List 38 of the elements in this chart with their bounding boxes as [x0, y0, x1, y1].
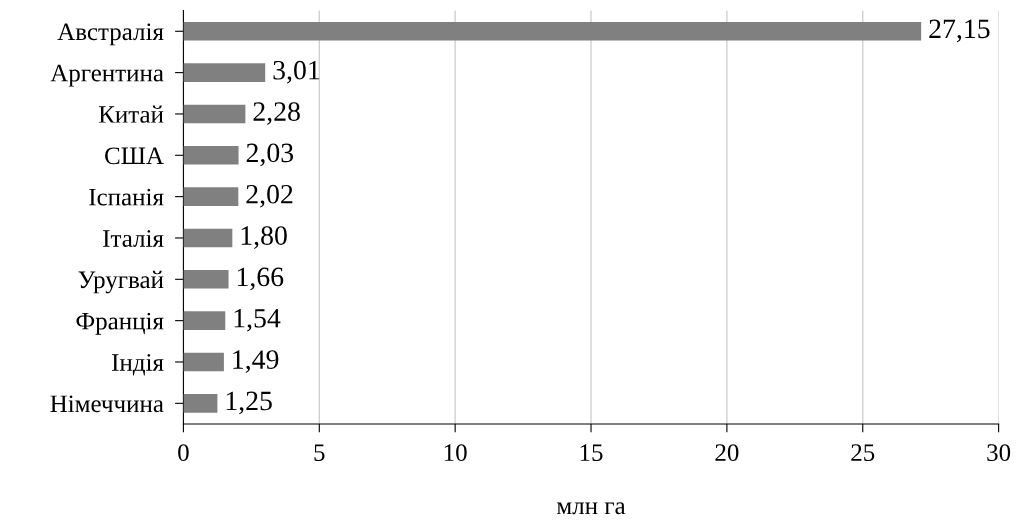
data-label: 27,15: [929, 19, 990, 43]
y-tick-label: Франція: [76, 312, 164, 335]
y-tick-label: Німеччина: [50, 395, 164, 413]
data-label: 1,25: [226, 391, 272, 415]
y-tick-label: Австралія: [57, 23, 164, 46]
y-tick-label: Іспанія: [89, 188, 164, 206]
y-tick-label: США: [105, 147, 164, 165]
data-label: 3,01: [273, 60, 320, 84]
y-tick-label: Аргентина: [50, 64, 164, 87]
y-tick-label: Китай: [98, 105, 164, 123]
bar: [183, 104, 246, 124]
bar: [183, 63, 266, 82]
data-label: 1,66: [237, 267, 284, 291]
bar: [183, 187, 239, 206]
x-tick-label: 15: [580, 444, 603, 462]
data-label: 2,02: [246, 184, 293, 208]
y-tick-label: Італія: [103, 230, 164, 247]
x-tick-label: 0: [178, 444, 189, 462]
x-tick-label: 5: [314, 444, 325, 462]
y-tick-label: Індія: [112, 354, 164, 376]
data-label: 2,28: [253, 102, 300, 125]
bar: [183, 352, 224, 372]
bar: [183, 311, 226, 330]
data-label: 2,03: [246, 143, 294, 167]
bar: [183, 228, 233, 248]
x-tick-label: 10: [444, 444, 467, 462]
y-tick-label: Уругвай: [78, 270, 164, 294]
data-label: 1,49: [233, 350, 279, 373]
x-axis-title: млн га: [556, 502, 626, 515]
bar: [183, 145, 239, 165]
bar: [183, 21, 922, 41]
x-tick-label: 25: [851, 444, 875, 462]
x-tick-label: 20: [715, 444, 739, 462]
bar: [183, 270, 229, 289]
data-label: 1,80: [241, 226, 287, 249]
bar: [183, 394, 218, 413]
x-tick-label: 30: [987, 444, 1011, 462]
data-label: 1,54: [234, 308, 281, 332]
